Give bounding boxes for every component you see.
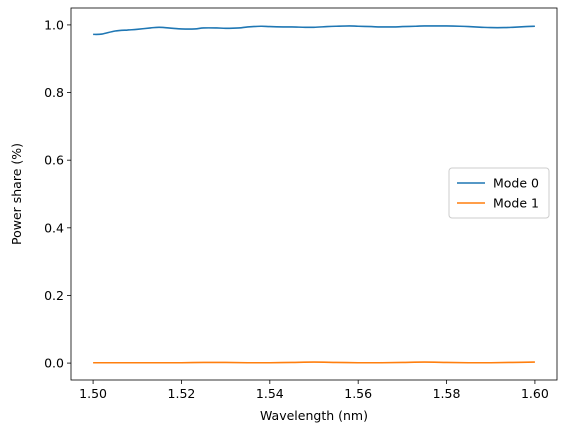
x-tick-label: 1.54 <box>256 386 284 401</box>
legend: Mode 0 Mode 1 <box>448 167 550 219</box>
y-tick-label: 0.6 <box>44 153 64 168</box>
y-axis-label: Power share (%) <box>9 143 24 245</box>
legend-label: Mode 0 <box>493 176 539 191</box>
y-tick-label: 0.4 <box>44 220 64 235</box>
y-tick-label: 1.0 <box>44 17 64 32</box>
x-tick-label: 1.52 <box>168 386 196 401</box>
series-line-0 <box>93 25 535 36</box>
legend-label: Mode 1 <box>493 196 539 211</box>
x-tick-label: 1.58 <box>433 386 461 401</box>
x-tick-label: 1.50 <box>79 386 107 401</box>
y-tick-label: 0.2 <box>44 288 64 303</box>
axes-frame <box>70 7 558 381</box>
x-tick-label: 1.60 <box>521 386 549 401</box>
legend-box <box>448 167 550 219</box>
y-axis: 0.0 0.2 0.4 0.6 0.8 1.0 <box>44 17 71 371</box>
x-axis: 1.50 1.52 1.54 1.56 1.58 1.60 <box>79 380 549 401</box>
y-tick-label: 0.0 <box>44 356 64 371</box>
series-group <box>93 25 535 364</box>
x-tick-label: 1.56 <box>344 386 372 401</box>
series-line-1 <box>93 361 535 364</box>
y-tick-label: 0.8 <box>44 85 64 100</box>
x-axis-label: Wavelength (nm) <box>260 408 368 423</box>
